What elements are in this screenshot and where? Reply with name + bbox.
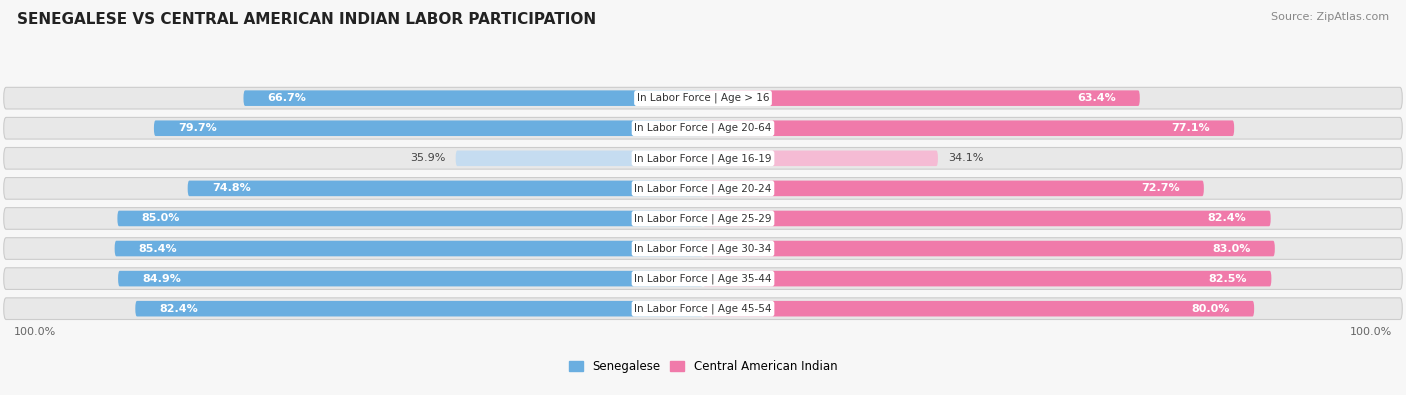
Text: 66.7%: 66.7% [267,93,307,103]
FancyBboxPatch shape [243,90,703,106]
Text: 100.0%: 100.0% [1350,327,1392,337]
FancyBboxPatch shape [703,211,1271,226]
Text: 63.4%: 63.4% [1077,93,1116,103]
FancyBboxPatch shape [4,147,1402,169]
FancyBboxPatch shape [703,241,1275,256]
Text: 72.7%: 72.7% [1142,183,1180,194]
Text: 85.4%: 85.4% [139,244,177,254]
Text: 100.0%: 100.0% [14,327,56,337]
FancyBboxPatch shape [4,87,1402,109]
Text: In Labor Force | Age 45-54: In Labor Force | Age 45-54 [634,303,772,314]
Text: In Labor Force | Age 16-19: In Labor Force | Age 16-19 [634,153,772,164]
FancyBboxPatch shape [4,208,1402,229]
FancyBboxPatch shape [4,178,1402,199]
FancyBboxPatch shape [4,117,1402,139]
Text: Source: ZipAtlas.com: Source: ZipAtlas.com [1271,12,1389,22]
Text: SENEGALESE VS CENTRAL AMERICAN INDIAN LABOR PARTICIPATION: SENEGALESE VS CENTRAL AMERICAN INDIAN LA… [17,12,596,27]
Text: In Labor Force | Age 25-29: In Labor Force | Age 25-29 [634,213,772,224]
FancyBboxPatch shape [456,150,703,166]
Text: In Labor Force | Age 20-64: In Labor Force | Age 20-64 [634,123,772,134]
Text: In Labor Force | Age > 16: In Labor Force | Age > 16 [637,93,769,103]
Text: In Labor Force | Age 30-34: In Labor Force | Age 30-34 [634,243,772,254]
FancyBboxPatch shape [703,90,1140,106]
Text: 82.4%: 82.4% [1208,213,1247,224]
Text: 83.0%: 83.0% [1212,244,1251,254]
Text: In Labor Force | Age 35-44: In Labor Force | Age 35-44 [634,273,772,284]
Text: 82.5%: 82.5% [1209,274,1247,284]
FancyBboxPatch shape [703,271,1271,286]
FancyBboxPatch shape [187,181,703,196]
Text: 79.7%: 79.7% [179,123,217,133]
FancyBboxPatch shape [115,241,703,256]
Text: 82.4%: 82.4% [159,304,198,314]
Text: 80.0%: 80.0% [1192,304,1230,314]
FancyBboxPatch shape [4,268,1402,290]
FancyBboxPatch shape [703,120,1234,136]
FancyBboxPatch shape [135,301,703,316]
Text: In Labor Force | Age 20-24: In Labor Force | Age 20-24 [634,183,772,194]
Text: 35.9%: 35.9% [411,153,446,163]
Legend: Senegalese, Central American Indian: Senegalese, Central American Indian [564,355,842,378]
Text: 84.9%: 84.9% [142,274,181,284]
Text: 77.1%: 77.1% [1171,123,1211,133]
FancyBboxPatch shape [703,150,938,166]
FancyBboxPatch shape [4,238,1402,260]
FancyBboxPatch shape [117,211,703,226]
FancyBboxPatch shape [703,181,1204,196]
FancyBboxPatch shape [153,120,703,136]
Text: 34.1%: 34.1% [948,153,984,163]
FancyBboxPatch shape [4,298,1402,320]
FancyBboxPatch shape [703,301,1254,316]
Text: 85.0%: 85.0% [142,213,180,224]
FancyBboxPatch shape [118,271,703,286]
Text: 74.8%: 74.8% [212,183,250,194]
